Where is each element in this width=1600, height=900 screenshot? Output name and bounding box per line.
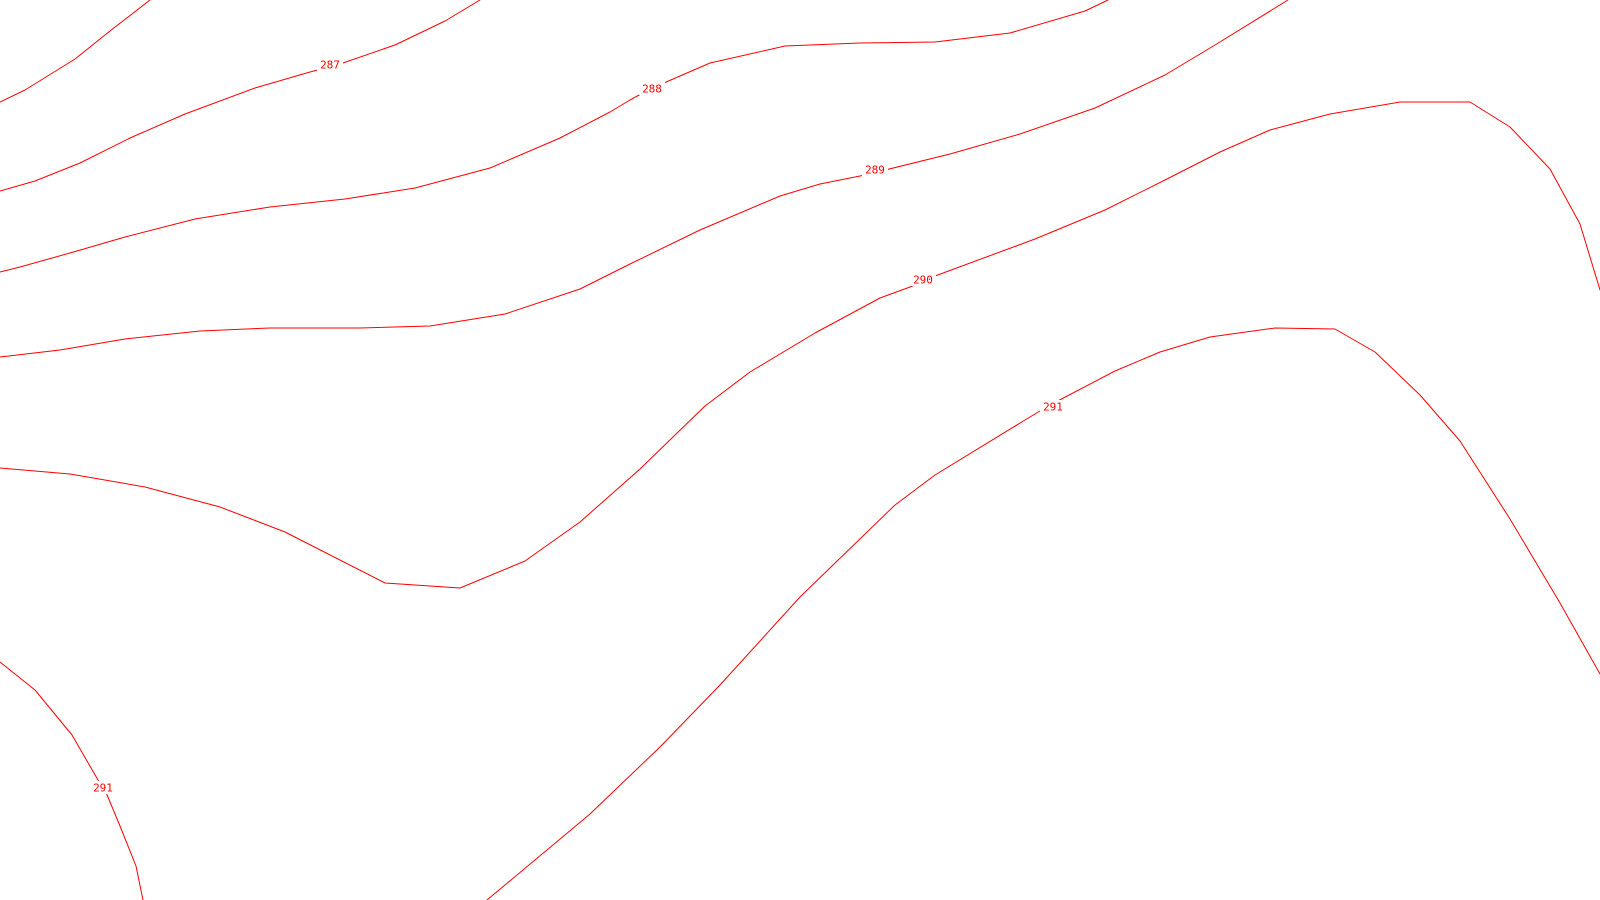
contour-label: 290 (913, 274, 933, 287)
contour-label: 291 (93, 782, 113, 795)
contour-label: 287 (320, 59, 340, 72)
contour-line-287 (0, 0, 481, 192)
contour-line-289 (0, 0, 1289, 358)
contour-line-290 (0, 101, 1600, 589)
contour-line-291-a (486, 327, 1600, 900)
contour-line-1 (0, 0, 151, 103)
contour-label: 289 (865, 164, 885, 177)
contour-line-288 (0, 0, 1109, 273)
contour-label: 288 (642, 83, 662, 96)
contour-labels: 287 288 289 290 291 291 (90, 58, 1066, 795)
contour-label: 291 (1043, 401, 1063, 414)
contour-line-291-b (0, 661, 144, 900)
